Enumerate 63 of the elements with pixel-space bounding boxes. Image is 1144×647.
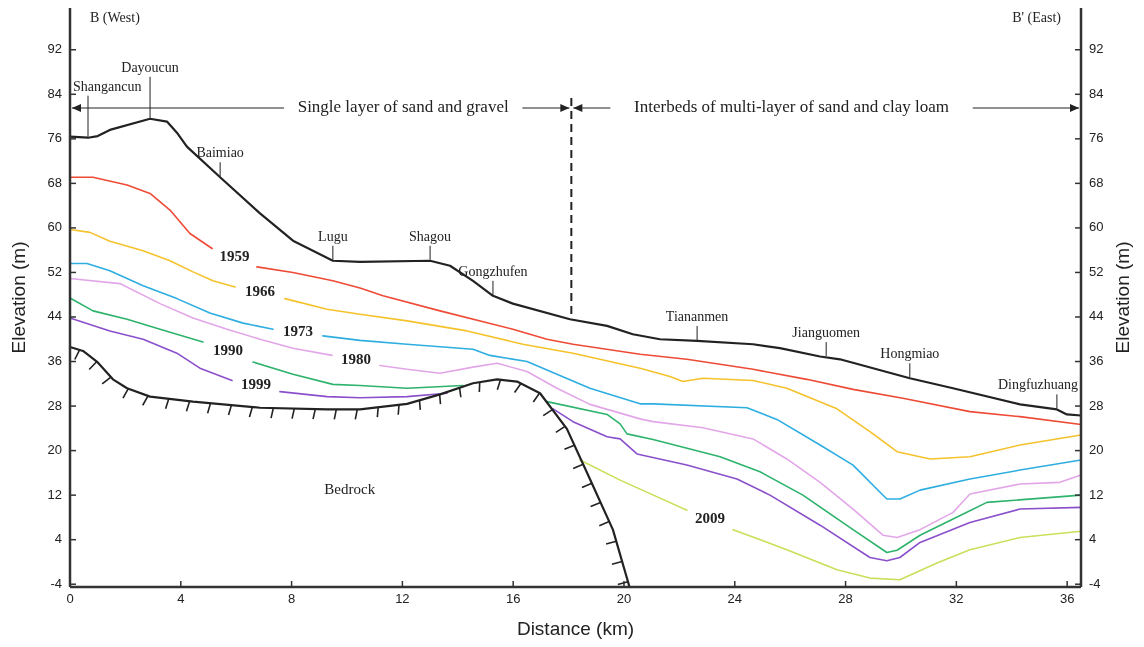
y2-tick-label: 52 — [1089, 263, 1104, 279]
x-tick-label: 20 — [616, 591, 632, 606]
x-tick-label: 0 — [66, 591, 74, 606]
x-tick-label: 16 — [505, 591, 521, 606]
y2-tick-label: 44 — [1089, 308, 1104, 324]
y2-tick-label: 60 — [1089, 219, 1104, 235]
y-tick-label: 44 — [47, 308, 62, 324]
x-tick-label: 8 — [287, 591, 296, 606]
y2-tick-label: 68 — [1089, 174, 1104, 190]
y-tick-label: 4 — [54, 531, 62, 547]
line-series — [68, 345, 631, 589]
y-axis-title: Elevation (m) — [8, 241, 29, 354]
y2-tick-label: 92 — [1089, 41, 1104, 57]
series-label: 1973 — [282, 323, 313, 340]
x-tick-label: 4 — [177, 591, 185, 606]
y-tick-label: 28 — [47, 397, 62, 413]
line-series — [68, 117, 1083, 417]
annotation: Shangancun — [73, 78, 142, 94]
x-tick-label: 28 — [838, 591, 853, 606]
series-label: 1999 — [241, 376, 271, 393]
y2-tick-label: 36 — [1089, 352, 1104, 368]
x-tick-label: 24 — [727, 591, 742, 606]
series-label: 1980 — [340, 350, 371, 367]
y2-tick-label: 12 — [1089, 486, 1104, 502]
y-tick-label: 60 — [47, 219, 62, 235]
y-tick-label: 84 — [47, 85, 62, 101]
x-tick-label: 32 — [949, 591, 964, 606]
annotation: Shagou — [409, 228, 452, 244]
series-label: 1966 — [245, 283, 276, 300]
y2-tick-label: -4 — [1089, 575, 1101, 591]
annotation: Interbeds of multi-layer of sand and clay loam — [634, 96, 949, 116]
annotation: B' (East) — [1012, 10, 1062, 26]
y2-axis-title: Elevation (m) — [1112, 241, 1133, 354]
annotation: B (West) — [90, 10, 141, 26]
y-tick-label: 68 — [47, 174, 62, 190]
annotation: Dingfuzhuang — [997, 377, 1078, 393]
y-tick-label: 76 — [47, 130, 62, 146]
series-label: 1990 — [213, 342, 244, 359]
x-tick-label: 36 — [1059, 591, 1075, 606]
y2-tick-label: 20 — [1089, 442, 1104, 458]
y-tick-label: 92 — [47, 41, 62, 57]
x-tick-label: 12 — [395, 591, 410, 606]
annotation: Dayoucun — [121, 59, 179, 75]
y2-tick-label: 76 — [1089, 130, 1104, 146]
annotation: Jianguomen — [792, 325, 860, 341]
y2-tick-label: 28 — [1089, 397, 1104, 413]
y2-tick-label: 4 — [1089, 531, 1097, 547]
annotation: Tiananmen — [665, 308, 729, 324]
annotation: Baimiao — [196, 145, 244, 161]
series-label: 1959 — [219, 248, 250, 265]
x-axis-title: Distance (km) — [516, 618, 635, 639]
series-label: 2009 — [694, 510, 725, 527]
annotation: Lugu — [318, 228, 348, 244]
y-tick-label: 12 — [47, 486, 62, 502]
y2-tick-label: 84 — [1089, 85, 1104, 101]
y-tick-label: -4 — [50, 575, 62, 591]
annotation: Gongzhufen — [458, 263, 528, 279]
y-tick-label: 52 — [47, 263, 62, 279]
annotation: Bedrock — [324, 481, 376, 498]
y-tick-label: 36 — [47, 352, 62, 368]
annotation: Hongmiao — [880, 346, 940, 362]
y-tick-label: 20 — [47, 442, 62, 458]
annotation: Single layer of sand and gravel — [297, 96, 509, 116]
